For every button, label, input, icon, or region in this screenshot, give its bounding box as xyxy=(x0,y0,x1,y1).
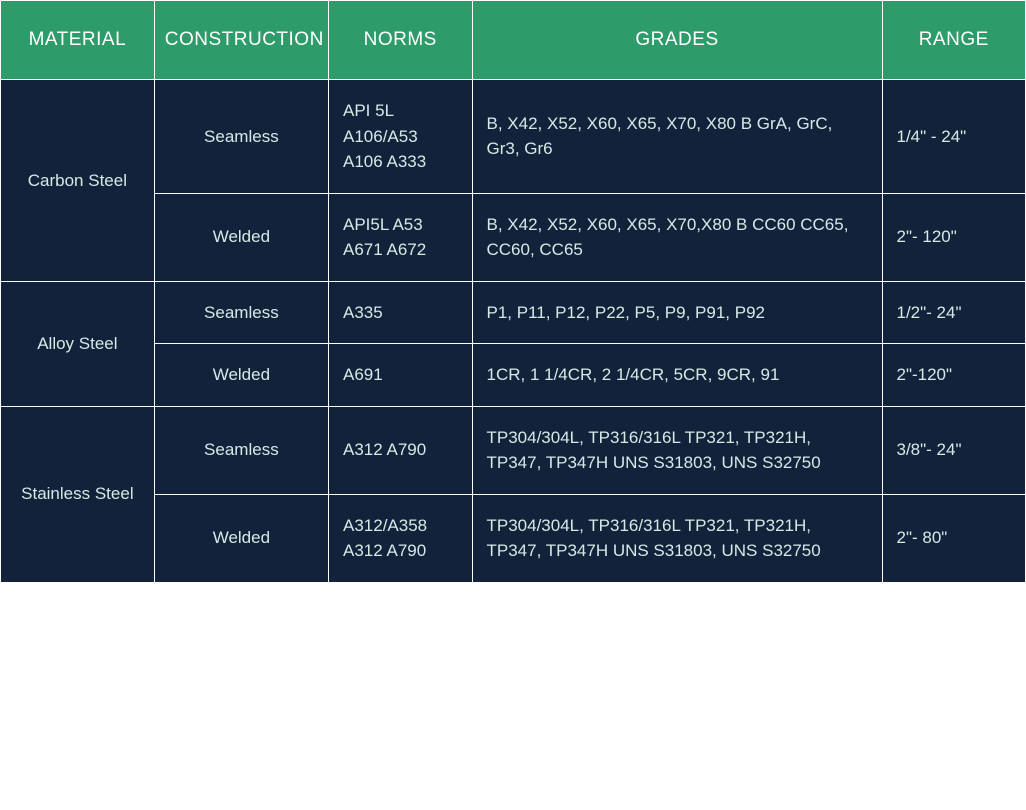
table-row: Alloy SteelSeamlessA335P1, P11, P12, P22… xyxy=(1,281,1026,344)
col-construction: CONSTRUCTION xyxy=(154,1,328,80)
materials-table: MATERIAL CONSTRUCTION NORMS GRADES RANGE… xyxy=(0,0,1026,583)
material-cell: Carbon Steel xyxy=(1,80,155,282)
range-cell: 2"- 120" xyxy=(882,193,1026,281)
grades-cell: TP304/304L, TP316/316L TP321, TP321H, TP… xyxy=(472,406,882,494)
table-header: MATERIAL CONSTRUCTION NORMS GRADES RANGE xyxy=(1,1,1026,80)
table-row: WeldedA312/A358 A312 A790TP304/304L, TP3… xyxy=(1,494,1026,582)
construction-cell: Seamless xyxy=(154,80,328,194)
table-row: Carbon SteelSeamlessAPI 5L A106/A53 A106… xyxy=(1,80,1026,194)
construction-cell: Welded xyxy=(154,494,328,582)
construction-cell: Seamless xyxy=(154,406,328,494)
norms-cell: A691 xyxy=(329,344,473,407)
col-material: MATERIAL xyxy=(1,1,155,80)
materials-table-container: MATERIAL CONSTRUCTION NORMS GRADES RANGE… xyxy=(0,0,1026,583)
material-cell: Alloy Steel xyxy=(1,281,155,406)
range-cell: 1/2"- 24" xyxy=(882,281,1026,344)
table-row: WeldedAPI5L A53 A671 A672B, X42, X52, X6… xyxy=(1,193,1026,281)
range-cell: 3/8"- 24" xyxy=(882,406,1026,494)
norms-cell: A312/A358 A312 A790 xyxy=(329,494,473,582)
col-grades: GRADES xyxy=(472,1,882,80)
range-cell: 1/4" - 24" xyxy=(882,80,1026,194)
range-cell: 2"- 80" xyxy=(882,494,1026,582)
construction-cell: Welded xyxy=(154,344,328,407)
norms-cell: API 5L A106/A53 A106 A333 xyxy=(329,80,473,194)
norms-cell: A312 A790 xyxy=(329,406,473,494)
grades-cell: TP304/304L, TP316/316L TP321, TP321H, TP… xyxy=(472,494,882,582)
col-range: RANGE xyxy=(882,1,1026,80)
grades-cell: 1CR, 1 1/4CR, 2 1/4CR, 5CR, 9CR, 91 xyxy=(472,344,882,407)
table-row: WeldedA6911CR, 1 1/4CR, 2 1/4CR, 5CR, 9C… xyxy=(1,344,1026,407)
range-cell: 2"-120" xyxy=(882,344,1026,407)
material-cell: Stainless Steel xyxy=(1,406,155,582)
grades-cell: B, X42, X52, X60, X65, X70,X80 B CC60 CC… xyxy=(472,193,882,281)
grades-cell: B, X42, X52, X60, X65, X70, X80 B GrA, G… xyxy=(472,80,882,194)
construction-cell: Seamless xyxy=(154,281,328,344)
table-row: Stainless SteelSeamlessA312 A790TP304/30… xyxy=(1,406,1026,494)
col-norms: NORMS xyxy=(329,1,473,80)
norms-cell: API5L A53 A671 A672 xyxy=(329,193,473,281)
construction-cell: Welded xyxy=(154,193,328,281)
table-body: Carbon SteelSeamlessAPI 5L A106/A53 A106… xyxy=(1,80,1026,583)
norms-cell: A335 xyxy=(329,281,473,344)
grades-cell: P1, P11, P12, P22, P5, P9, P91, P92 xyxy=(472,281,882,344)
